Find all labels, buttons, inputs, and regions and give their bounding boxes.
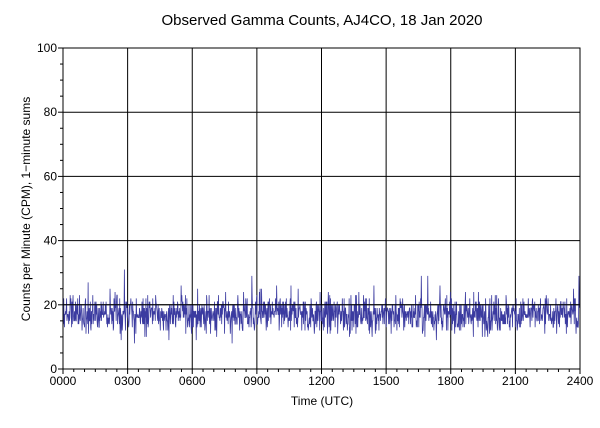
x-tick-label: 1200 [308, 374, 335, 388]
y-tick-label: 60 [44, 169, 58, 183]
y-tick-label: 0 [50, 362, 57, 376]
grid-layer [63, 48, 580, 369]
series-layer [62, 269, 581, 344]
series-line [62, 269, 581, 344]
tick-layer: 0 20 40 60 80 100 0000 0300 0600 0900 1200 1500 1800… [37, 41, 594, 388]
chart-title: Observed Gamma Counts, AJ4CO, 18 Jan 202… [162, 12, 483, 29]
x-tick-label: 2400 [567, 374, 594, 388]
x-tick-label: 0000 [50, 374, 77, 388]
y-tick-label: 100 [37, 41, 57, 55]
x-tick-label: 0900 [244, 374, 271, 388]
plot-frame [62, 47, 581, 370]
x-tick-label: 2100 [502, 374, 529, 388]
y-tick-label: 80 [44, 105, 58, 119]
x-tick-label: 1500 [373, 374, 400, 388]
x-axis-label: Time (UTC) [291, 394, 353, 408]
x-tick-label: 1800 [437, 374, 464, 388]
y-axis-label: Counts per Minute (CPM), 1−minute sums [19, 97, 33, 321]
y-tick-label: 40 [44, 234, 58, 248]
x-tick-label: 0600 [179, 374, 206, 388]
x-tick-label: 0300 [114, 374, 141, 388]
y-tick-label: 20 [44, 298, 58, 312]
